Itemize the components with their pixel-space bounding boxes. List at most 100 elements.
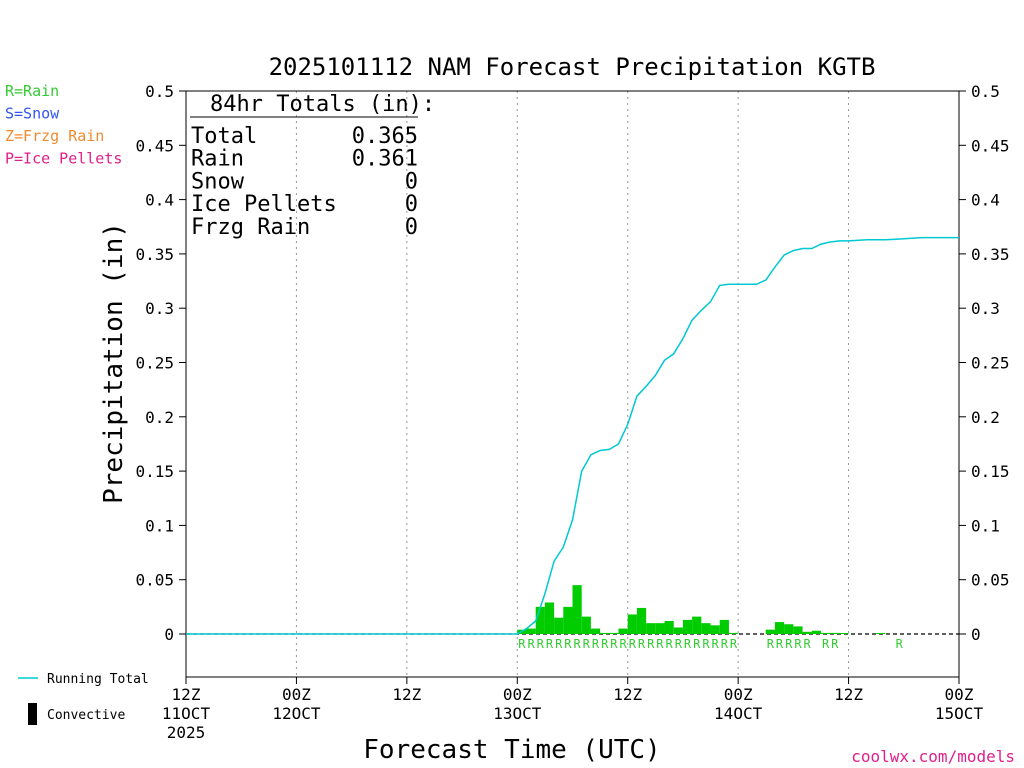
precip-bar [820, 632, 831, 634]
line-legend-label: Convective [47, 708, 125, 723]
precip-bar [830, 632, 840, 634]
precip-type-marker: R [555, 637, 563, 651]
precip-bar [655, 623, 665, 634]
totals-value: 0 [405, 215, 418, 240]
y-tick-label: 0.15 [135, 462, 174, 481]
precip-bar [784, 624, 794, 634]
credit-text: coolwx.com/models [851, 747, 1015, 766]
precip-type-marker: R [527, 637, 535, 651]
precip-type-marker: R [518, 637, 526, 651]
precip-type-marker: R [693, 637, 701, 651]
totals-value: 0.365 [352, 124, 418, 149]
chart-title: 2025101112 NAM Forecast Precipitation KG… [269, 53, 876, 81]
precip-type-marker: R [666, 637, 674, 651]
x-tick-label: 12Z [172, 685, 201, 704]
y-tick-label-right: 0.4 [971, 191, 1000, 210]
x-tick-label: 00Z [282, 685, 311, 704]
totals-label: Snow [191, 169, 245, 194]
precip-type-marker: R [601, 637, 609, 651]
precip-type-marker: R [804, 637, 812, 651]
precip-type-marker: R [592, 637, 600, 651]
precip-type-marker: R [537, 637, 545, 651]
precip-type-marker: R [629, 637, 637, 651]
running-total-line [186, 236, 959, 635]
precip-bar [627, 614, 637, 634]
precip-type-legend-item: Z=Frzg Rain [5, 127, 104, 145]
x-tick-label: 12Z [392, 685, 421, 704]
totals-label: Total [191, 124, 257, 149]
precip-type-marker: R [573, 637, 581, 651]
y-tick-label-right: 0.5 [971, 82, 1000, 101]
x-tick-label: 2025 [167, 723, 206, 742]
precip-bar [600, 632, 610, 634]
totals-rows: Total 0.365 Rain 0.361 Snow 0 Ice Pellets 0 Frzg… [191, 124, 418, 240]
precip-bar [618, 628, 628, 634]
precip-type-legend: R=Rain S=Snow Z=Frzg Rain P=Ice Pellets [5, 82, 122, 168]
precip-bar [673, 627, 683, 634]
precip-bar [646, 623, 656, 634]
y-tick-label-right: 0.35 [971, 245, 1010, 264]
x-tick-label: 15OCT [935, 704, 984, 723]
precip-bar [554, 617, 564, 634]
precip-bar [701, 623, 711, 634]
x-tick-label: 00Z [724, 685, 753, 704]
precip-bar [876, 633, 886, 634]
convective-legend-swatch [28, 703, 37, 725]
y-tick-label-right: 0.2 [971, 408, 1000, 427]
precip-type-marker: R [730, 637, 738, 651]
x-tick-label: 11OCT [162, 704, 211, 723]
y-tick-label-right: 0.1 [971, 516, 1000, 535]
x-tick-label: 13OCT [493, 704, 542, 723]
precip-bar [572, 585, 582, 634]
precip-type-marker: R [638, 637, 646, 651]
precip-bar [802, 631, 812, 634]
precip-type-marker: R [776, 637, 784, 651]
precip-bar [544, 602, 555, 634]
precip-type-marker: R [656, 637, 664, 651]
precip-type-marker: R [831, 637, 839, 651]
y-tick-label-right: 0.15 [971, 462, 1010, 481]
y-tick-label-right: 0.45 [971, 136, 1010, 155]
x-tick-label: 14OCT [714, 704, 763, 723]
totals-value: 0 [405, 192, 418, 217]
y-tick-label: 0.35 [135, 245, 174, 264]
y-tick-label: 0.45 [135, 136, 174, 155]
precip-bar [765, 629, 775, 634]
y-tick-label: 0 [164, 625, 174, 644]
x-tick-label: 00Z [503, 685, 532, 704]
x-tick-label: 12Z [613, 685, 642, 704]
totals-label: Rain [191, 147, 244, 172]
y-axis-left: 0 0.05 0.1 0.15 0.2 0.25 0.3 0.35 0.4 0.45 0.5 [135, 82, 186, 644]
totals-box: 84hr Totals (in): Total 0.365 Rain 0.361 Sno… [190, 92, 435, 240]
line-legend-label: Running Total [47, 672, 149, 687]
totals-value: 0.361 [352, 147, 418, 172]
x-tick-label: 12Z [834, 685, 863, 704]
precip-type-marker: R [721, 637, 729, 651]
precip-type-marker: R [647, 637, 655, 651]
y-tick-label: 0.2 [145, 408, 174, 427]
precip-type-marker: R [684, 637, 692, 651]
totals-value: 0 [405, 169, 418, 194]
precip-bar [793, 626, 803, 634]
precip-bar [839, 633, 849, 634]
precip-bar [692, 616, 702, 634]
precip-type-marker: R [546, 637, 554, 651]
precip-type-legend-item: S=Snow [5, 105, 60, 123]
y-tick-label: 0.25 [135, 354, 174, 373]
precip-bar [590, 628, 601, 634]
precip-bar [581, 616, 591, 634]
precip-bar [664, 620, 674, 634]
precip-type-marker: R [619, 637, 627, 651]
precip-type-marker: R [564, 637, 572, 651]
totals-label: Frzg Rain [191, 215, 310, 240]
y-tick-label: 0.1 [145, 516, 174, 535]
precip-type-marker: R [610, 637, 618, 651]
precip-type-marker: R [794, 637, 802, 651]
precip-bar [609, 632, 619, 634]
precip-bar [719, 619, 729, 634]
precip-bar [535, 606, 545, 634]
